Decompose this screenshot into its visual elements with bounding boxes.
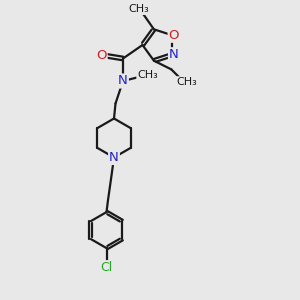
Text: CH₃: CH₃ — [177, 77, 197, 87]
Text: Cl: Cl — [100, 261, 112, 274]
Text: N: N — [118, 74, 128, 88]
Text: CH₃: CH₃ — [128, 4, 149, 14]
Text: N: N — [169, 48, 179, 61]
Text: O: O — [96, 49, 106, 62]
Text: CH₃: CH₃ — [137, 70, 158, 80]
Text: O: O — [169, 29, 179, 42]
Text: N: N — [109, 151, 119, 164]
